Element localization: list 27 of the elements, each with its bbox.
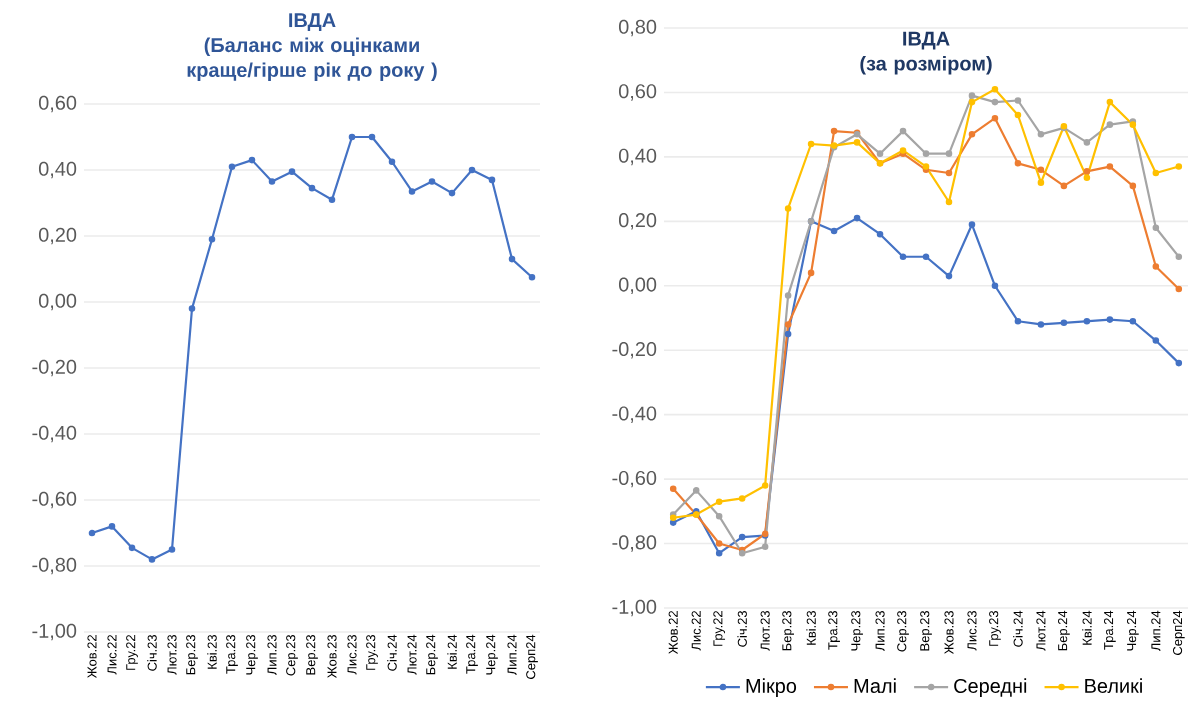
- y-tick-label: 0,60: [38, 95, 77, 113]
- y-tick-label: 0,20: [618, 213, 657, 230]
- y-tick-label: -1,00: [32, 623, 77, 641]
- y-tick-label: -0,80: [32, 557, 77, 575]
- y-tick-label: 0,80: [618, 19, 657, 37]
- y-tick-label: -0,60: [612, 470, 657, 488]
- y-tick-label: -1,00: [612, 599, 657, 617]
- chart-title: ІВДА: [903, 31, 950, 50]
- y-tick-label: -0,40: [32, 425, 77, 443]
- y-tick-label: -0,20: [612, 342, 657, 359]
- y-tick-label: 0,60: [618, 84, 657, 101]
- y-tick-label: 0,40: [38, 161, 77, 179]
- y-tick-label: -0,80: [612, 535, 657, 552]
- text: (за розміром): [860, 55, 992, 75]
- chart-title: ІВДА: [289, 13, 336, 32]
- y-tick-label: -0,20: [32, 359, 77, 377]
- legend-label: Малі: [854, 678, 896, 693]
- y-tick-label: -0,60: [32, 491, 77, 509]
- legend-label: Великі: [1085, 678, 1142, 693]
- y-tick-label: 0,00: [38, 293, 77, 311]
- y-tick-label: 0,00: [618, 277, 657, 295]
- y-tick-label: 0,20: [38, 227, 77, 245]
- legend-label: Мікро: [746, 678, 797, 697]
- y-tick-label: -0,40: [612, 406, 657, 423]
- legend-label: Середні: [954, 678, 1027, 697]
- y-tick-label: 0,40: [618, 148, 657, 166]
- chart-subtitle: (Баланс між оцінками краще/гірше рік до року ): [187, 37, 437, 81]
